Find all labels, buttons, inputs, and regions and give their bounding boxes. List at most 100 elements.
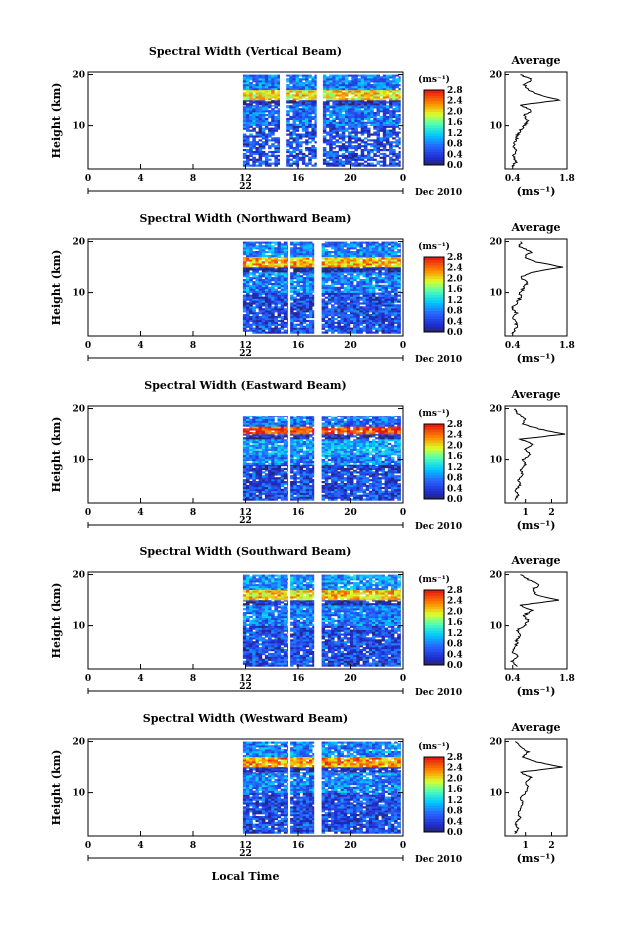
- heatmap-cell: [394, 304, 398, 307]
- heatmap-cell: [258, 296, 263, 299]
- heatmap-cell: [350, 254, 354, 258]
- heatmap-cell: [296, 290, 300, 293]
- heatmap-cell: [362, 288, 367, 291]
- heatmap-cell: [376, 94, 380, 97]
- heatmap-cell: [249, 267, 253, 269]
- heatmap-cell: [334, 253, 338, 256]
- heatmap-cell: [274, 123, 278, 126]
- heatmap-cell: [268, 145, 272, 148]
- colorbar-step: [424, 315, 444, 319]
- heatmap-cell: [309, 279, 313, 282]
- heatmap-cell: [249, 277, 253, 280]
- heatmap-cell: [246, 275, 250, 278]
- heatmap-cell: [264, 277, 269, 280]
- heatmap-cell: [376, 89, 380, 91]
- heatmap-cell: [348, 98, 352, 101]
- heatmap-cell: [268, 135, 272, 138]
- heatmap-cell: [255, 496, 259, 499]
- heatmap-cell: [290, 325, 294, 328]
- heatmap-cell: [338, 137, 343, 140]
- heatmap-cell: [258, 455, 263, 458]
- time-tick-label: 12: [239, 174, 252, 184]
- heatmap-cell: [277, 112, 280, 115]
- heatmap-cell: [296, 314, 300, 317]
- heatmap-cell: [268, 150, 272, 154]
- heatmap-cell: [337, 272, 341, 274]
- heatmap-cell: [261, 90, 266, 93]
- heatmap-cell: [271, 115, 275, 119]
- heatmap-cell: [271, 418, 275, 421]
- heatmap-cell: [268, 455, 272, 458]
- heatmap-cell: [337, 259, 341, 262]
- heatmap-cell: [370, 89, 374, 91]
- heatmap-cell: [268, 286, 272, 289]
- heatmap-cell: [321, 308, 326, 311]
- heatmap-cell: [362, 308, 367, 311]
- heatmap-cell: [321, 288, 326, 291]
- heatmap-cell: [362, 267, 367, 269]
- heatmap-cell: [394, 253, 398, 256]
- heatmap-cell: [321, 298, 326, 301]
- heatmap-cell: [334, 282, 338, 286]
- heatmap-cell: [280, 265, 285, 268]
- heatmap-cell: [249, 152, 253, 156]
- heatmap-cell: [382, 103, 387, 106]
- heatmap-cell: [356, 282, 360, 286]
- heatmap-cell: [331, 286, 335, 289]
- heatmap-cell: [357, 145, 362, 148]
- heatmap-cell: [346, 288, 351, 291]
- heatmap-cell: [308, 105, 312, 107]
- heatmap-cell: [274, 426, 278, 429]
- heatmap-cell: [264, 294, 269, 297]
- heatmap-cell: [289, 108, 293, 111]
- heatmap-cell: [394, 306, 398, 309]
- heatmap-cell: [321, 279, 326, 282]
- heatmap-cell: [252, 135, 256, 138]
- heatmap-cell: [345, 89, 349, 91]
- heatmap-cell: [274, 277, 278, 280]
- heatmap-cell: [314, 127, 317, 130]
- heatmap-cell: [308, 125, 312, 128]
- day-label: 22: [239, 349, 252, 359]
- heatmap-cell: [252, 469, 256, 472]
- heatmap-cell: [350, 296, 354, 299]
- heatmap-cell: [249, 469, 253, 472]
- heatmap-cell: [268, 273, 272, 276]
- heatmap-cell: [372, 267, 376, 269]
- heatmap-cell: [258, 156, 263, 159]
- heatmap-cell: [341, 92, 346, 95]
- heatmap-cell: [290, 247, 294, 250]
- heatmap-cell: [390, 268, 395, 271]
- heatmap-cell: [252, 488, 256, 491]
- heatmap-cell: [337, 308, 341, 311]
- heatmap-cell: [356, 292, 360, 295]
- heatmap-cell: [397, 314, 401, 317]
- average-height-tick-label: 10: [489, 289, 502, 299]
- heatmap-cell: [326, 78, 330, 81]
- heatmap-cell: [305, 103, 309, 106]
- heatmap-cell: [326, 94, 330, 97]
- heatmap-cell: [324, 319, 329, 323]
- heatmap-cell: [321, 286, 326, 289]
- heatmap-cell: [384, 243, 389, 246]
- heatmap-cell: [268, 241, 272, 244]
- heatmap-cell: [331, 241, 335, 244]
- heatmap-cell: [368, 251, 373, 254]
- heatmap-cell: [252, 471, 256, 474]
- heatmap-cell: [308, 135, 312, 138]
- heatmap-cell: [387, 284, 392, 287]
- heatmap-cell: [322, 101, 327, 104]
- heatmap-cell: [271, 90, 275, 93]
- heatmap-cell: [324, 304, 329, 307]
- heatmap-cell: [252, 329, 256, 332]
- heatmap-cell: [341, 145, 346, 148]
- heatmap-cell: [340, 308, 344, 311]
- heatmap-cell: [309, 304, 313, 307]
- heatmap-cell: [340, 279, 344, 282]
- heatmap-cell: [382, 92, 387, 95]
- heatmap-cell: [290, 331, 294, 334]
- heatmap-cell: [398, 110, 401, 113]
- heatmap-cell: [379, 87, 384, 91]
- heatmap-cell: [252, 457, 256, 460]
- heatmap-cell: [350, 316, 354, 319]
